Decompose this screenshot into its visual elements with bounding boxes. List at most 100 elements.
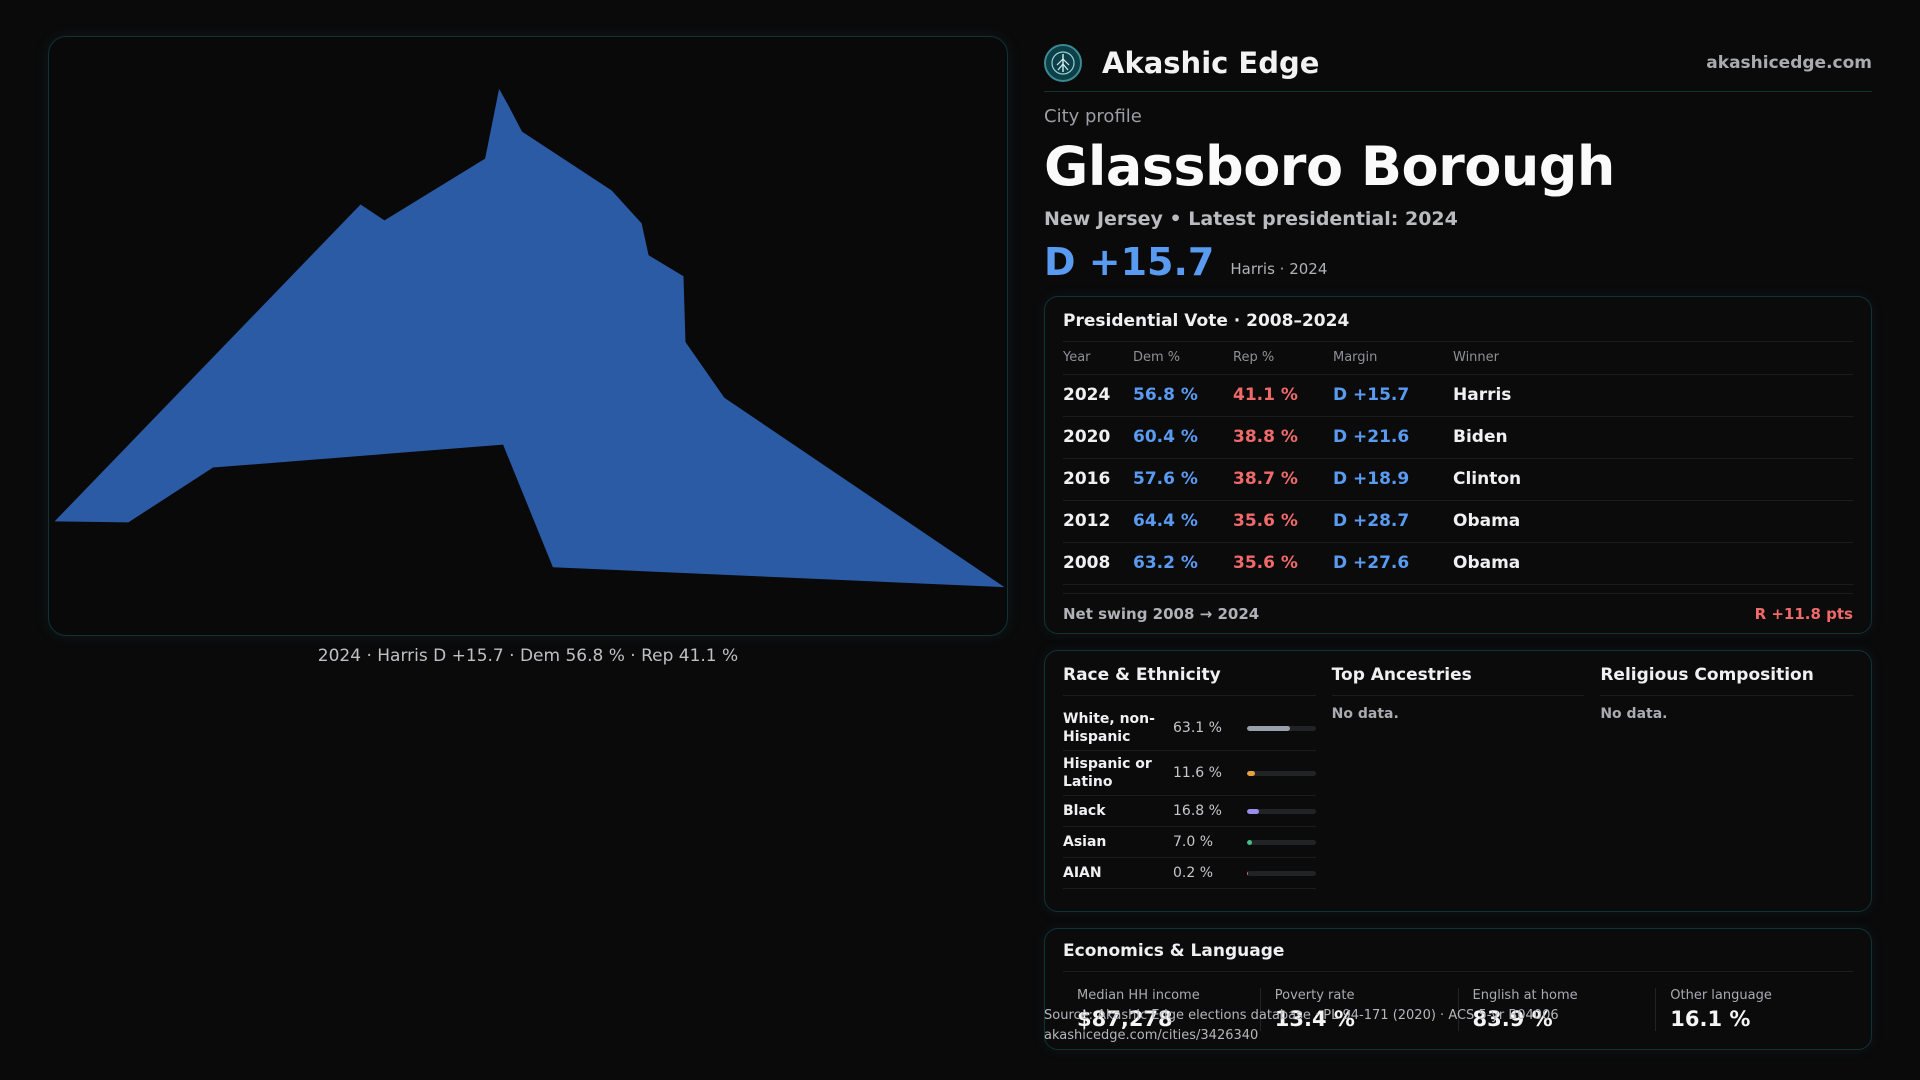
net-swing-label: Net swing 2008 → 2024 [1063,605,1260,623]
cell-rep: 38.7 % [1233,458,1333,501]
source-footer: Source: Akashic Edge elections database … [1044,1006,1559,1046]
brand-name[interactable]: Akashic Edge [1102,45,1320,80]
race-value: 7.0 % [1173,834,1214,850]
cell-dem: 63.2 % [1133,542,1233,585]
cell-rep: 35.6 % [1233,500,1333,543]
cell-winner: Harris [1453,374,1853,417]
cell-year: 2012 [1063,500,1133,543]
race-bar-track [1247,770,1316,776]
religion-empty: No data. [1600,706,1668,722]
econ-stats: Median HH income $87,278 Poverty rate 13… [1063,988,1853,1031]
ancestries-title: Top Ancestries [1331,665,1585,696]
stat-label: Median HH income [1077,988,1200,1003]
race-bar-fill [1247,808,1259,814]
cell-dem: 56.8 % [1133,374,1233,417]
vote-card-title: Presidential Vote · 2008–2024 [1063,311,1853,342]
table-row: 2016 57.6 % 38.7 % D +18.9 Clinton [1063,458,1853,501]
race-title: Race & Ethnicity [1063,665,1316,696]
col-header-rep: Rep % [1233,342,1333,375]
religion-section: Religious Composition No data. [1600,665,1854,897]
cell-dem: 64.4 % [1133,500,1233,543]
col-header-year: Year [1063,342,1133,375]
stat-label: Other language [1670,988,1772,1003]
tree-of-life-icon[interactable] [1044,43,1082,82]
col-header-winner: Winner [1453,342,1853,375]
ancestries-section: Top Ancestries No data. [1331,665,1585,897]
cell-dem: 60.4 % [1133,416,1233,459]
cell-winner: Biden [1453,416,1853,459]
vote-table: Year Dem % Rep % Margin Winner 2024 56.8… [1063,342,1853,585]
presidential-vote-card: Presidential Vote · 2008–2024 Year Dem %… [1044,296,1872,634]
race-label: White, non-Hispanic [1063,711,1155,745]
cell-year: 2024 [1063,374,1133,417]
col-header-margin: Margin [1333,342,1453,375]
cell-margin: D +27.6 [1333,542,1453,585]
cell-winner: Obama [1453,542,1853,585]
source-citation: Source: Akashic Edge elections database … [1044,1008,1559,1023]
race-label: Black [1063,803,1106,819]
profile-subtitle: New Jersey • Latest presidential: 2024 [1044,208,1458,230]
stat-poverty-rate: Poverty rate 13.4 % [1259,988,1458,1031]
race-row: Black 16.8 % [1063,796,1316,827]
profile-eyebrow: City profile [1044,106,1142,127]
table-row: 2008 63.2 % 35.6 % D +27.6 Obama [1063,542,1853,585]
col-header-dem: Dem % [1133,342,1233,375]
stat-other-language: Other language 16.1 % [1655,988,1853,1031]
headline-margin: D +15.7 Harris · 2024 [1044,240,1872,284]
brand-url-link[interactable]: akashicedge.com [1706,52,1872,73]
cell-winner: Obama [1453,500,1853,543]
race-ethnicity-section: Race & Ethnicity White, non-Hispanic 63.… [1063,665,1316,897]
race-bar-fill [1247,725,1291,731]
stat-value: 83.9 % [1472,1007,1553,1031]
cell-year: 2016 [1063,458,1133,501]
race-value: 0.2 % [1173,865,1214,881]
race-value: 11.6 % [1173,765,1222,781]
profile-column: Akashic Edge akashicedge.com City profil… [1044,34,1872,1050]
cell-dem: 57.6 % [1133,458,1233,501]
race-bar-fill [1247,839,1252,845]
stat-median-income: Median HH income $87,278 [1063,988,1260,1031]
stat-value: $87,278 [1077,1007,1173,1031]
race-bar-track [1247,839,1316,845]
source-link[interactable]: akashicedge.com/cities/3426340 [1044,1028,1259,1043]
stat-english-at-home: English at home 83.9 % [1457,988,1656,1031]
ancestries-empty: No data. [1331,706,1399,722]
cell-margin: D +15.7 [1333,374,1453,417]
demographics-card: Race & Ethnicity White, non-Hispanic 63.… [1044,650,1872,912]
table-row: 2020 60.4 % 38.8 % D +21.6 Biden [1063,416,1853,459]
race-row: Asian 7.0 % [1063,827,1316,858]
race-bar-track [1247,725,1316,731]
net-swing-value: R +11.8 pts [1754,605,1853,623]
race-label: Hispanic or Latino [1063,756,1152,790]
brand-header: Akashic Edge akashicedge.com [1044,34,1872,92]
stat-value: 16.1 % [1670,1007,1751,1031]
table-row: 2012 64.4 % 35.6 % D +28.7 Obama [1063,500,1853,543]
race-bar-track [1247,808,1316,814]
map-svg [54,88,1005,588]
stat-value: 13.4 % [1274,1007,1355,1031]
religion-title: Religious Composition [1600,665,1854,696]
city-boundary-shape [54,88,1005,588]
race-value: 16.8 % [1173,803,1222,819]
race-bar-fill [1247,770,1255,776]
margin-value: D +15.7 [1044,240,1215,284]
cell-margin: D +18.9 [1333,458,1453,501]
econ-title: Economics & Language [1063,941,1853,972]
net-swing-row: Net swing 2008 → 2024 R +11.8 pts [1063,592,1853,635]
page-title: Glassboro Borough [1044,135,1615,198]
race-value: 63.1 % [1173,720,1222,736]
economics-card: Economics & Language Median HH income $8… [1044,928,1872,1050]
race-label: Asian [1063,834,1107,850]
race-label: AIAN [1063,865,1102,881]
map-caption: 2024 · Harris D +15.7 · Dem 56.8 % · Rep… [317,646,739,666]
cell-rep: 41.1 % [1233,374,1333,417]
margin-note: Harris · 2024 [1230,260,1328,278]
vote-table-header: Year Dem % Rep % Margin Winner [1063,342,1853,375]
cell-rep: 38.8 % [1233,416,1333,459]
cell-margin: D +28.7 [1333,500,1453,543]
cell-year: 2008 [1063,542,1133,585]
stat-label: English at home [1472,988,1578,1003]
boundary-map [48,36,1008,636]
table-row: 2024 56.8 % 41.1 % D +15.7 Harris [1063,374,1853,417]
race-row: White, non-Hispanic 63.1 % [1063,706,1316,751]
